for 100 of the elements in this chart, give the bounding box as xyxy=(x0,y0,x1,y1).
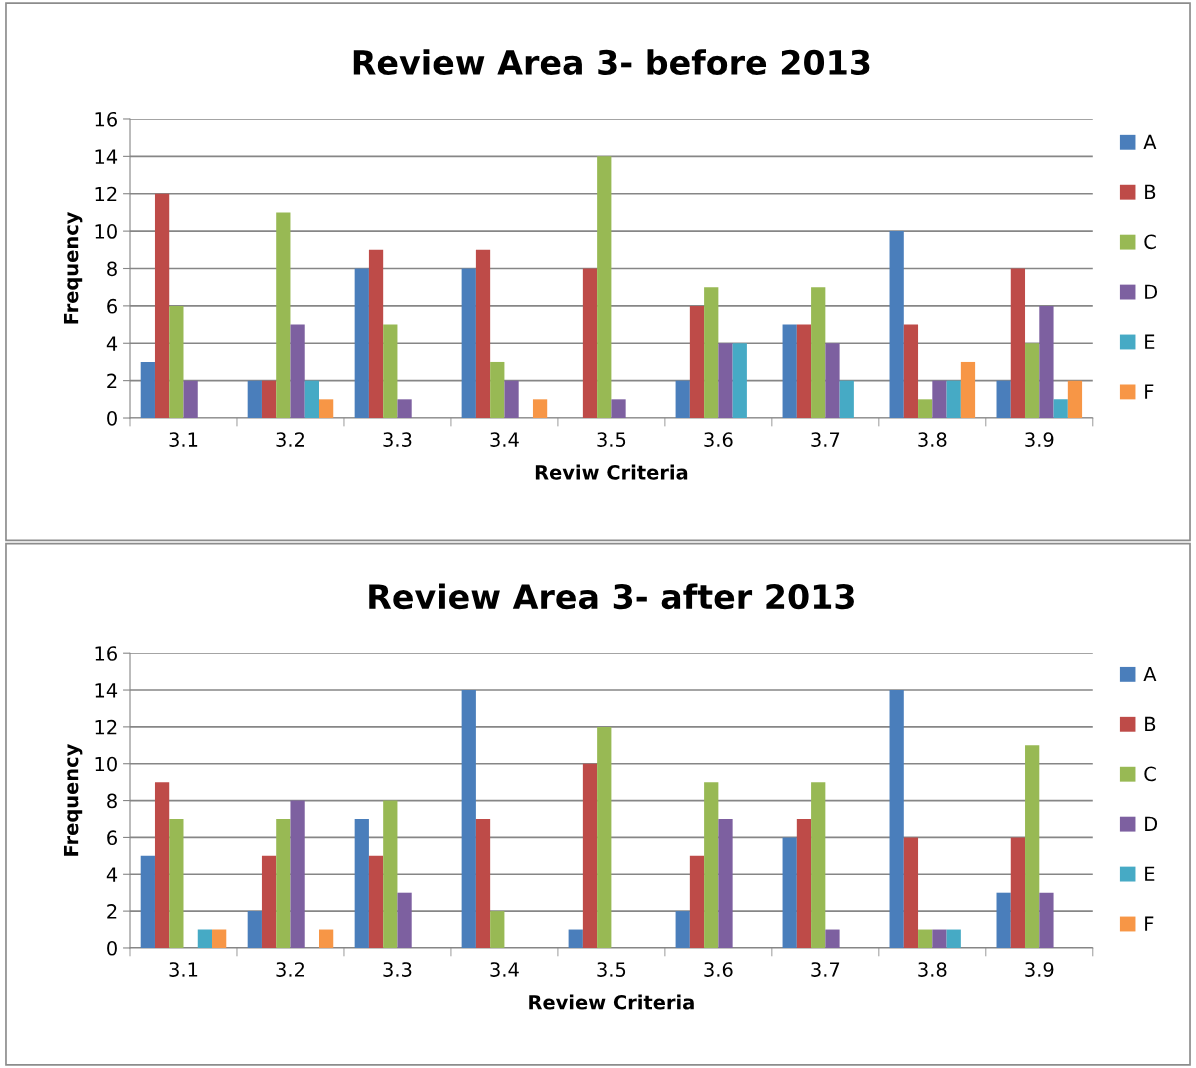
bar xyxy=(675,911,690,948)
bar xyxy=(532,399,548,419)
bar xyxy=(839,380,854,419)
chart-title: Review Area 3- before 2013 xyxy=(353,49,870,75)
legend-label: E xyxy=(1145,866,1155,881)
bar xyxy=(704,782,719,948)
bar xyxy=(1039,305,1054,419)
bar xyxy=(689,305,705,419)
legend-label: B xyxy=(1145,716,1156,732)
bar xyxy=(140,361,155,419)
bar xyxy=(1067,380,1083,419)
x-tick-label: 3.2 xyxy=(276,432,304,447)
x-tick-label: 3.1 xyxy=(169,432,198,447)
x-tick-label: 3.7 xyxy=(811,962,840,977)
bar xyxy=(582,268,598,419)
legend-label: D xyxy=(1145,284,1158,299)
bar xyxy=(732,343,747,419)
y-tick-label: 8 xyxy=(107,793,117,809)
bar xyxy=(276,212,291,419)
legend-label: D xyxy=(1145,816,1158,831)
bar xyxy=(782,324,797,419)
bar xyxy=(597,726,612,948)
x-tick-label: 3.2 xyxy=(276,962,304,977)
x-tick-label: 3.9 xyxy=(1025,962,1054,977)
bar xyxy=(889,690,904,948)
bar xyxy=(568,929,583,948)
y-tick-label: 14 xyxy=(95,149,118,164)
bar xyxy=(918,929,933,948)
x-tick-label: 3.6 xyxy=(704,962,733,977)
x-tick-label: 3.5 xyxy=(597,432,626,447)
bar xyxy=(368,855,384,948)
bar xyxy=(261,380,277,419)
legend-label: E xyxy=(1145,334,1155,349)
bar xyxy=(811,287,826,419)
bar xyxy=(918,399,933,419)
bar xyxy=(689,855,705,948)
y-axis-title: Frequency xyxy=(63,211,83,324)
bar xyxy=(290,800,305,948)
legend-label: C xyxy=(1144,234,1156,250)
x-tick-label: 3.4 xyxy=(490,432,519,447)
y-tick-label: 0 xyxy=(107,410,117,426)
bar xyxy=(276,819,291,948)
y-tick-label: 6 xyxy=(107,298,117,314)
y-tick-label: 2 xyxy=(107,904,117,919)
y-tick-label: 12 xyxy=(95,186,117,202)
x-tick-label: 3.1 xyxy=(169,962,198,977)
bar xyxy=(932,380,947,419)
x-axis-title: Review Criteria xyxy=(529,994,694,1010)
bar xyxy=(212,929,227,948)
bar xyxy=(461,268,476,419)
bar xyxy=(1039,892,1054,948)
legend-label: C xyxy=(1144,766,1156,782)
legend-label: B xyxy=(1145,184,1156,199)
bar xyxy=(903,324,919,419)
bar xyxy=(247,911,262,948)
bar xyxy=(718,819,733,948)
y-tick-label: 16 xyxy=(95,646,117,661)
bar xyxy=(197,929,213,948)
bar xyxy=(1053,399,1068,419)
y-tick-label: 8 xyxy=(107,261,117,277)
bar xyxy=(397,892,412,948)
bar xyxy=(946,929,961,948)
bar xyxy=(319,929,334,948)
bar xyxy=(169,819,184,948)
y-tick-label: 16 xyxy=(95,111,117,127)
x-axis-title: Reviw Criteria xyxy=(535,464,688,480)
legend-label: F xyxy=(1145,916,1154,931)
bar xyxy=(490,361,505,419)
x-tick-label: 3.3 xyxy=(383,432,412,447)
bar xyxy=(825,343,840,419)
x-tick-label: 3.8 xyxy=(918,962,947,977)
bar xyxy=(261,855,277,948)
bar xyxy=(154,782,170,948)
x-tick-label: 3.7 xyxy=(811,432,840,447)
bar xyxy=(504,380,519,419)
x-tick-label: 3.6 xyxy=(704,432,733,447)
x-tick-label: 3.3 xyxy=(383,962,412,977)
bar xyxy=(675,380,690,419)
y-tick-label: 10 xyxy=(95,224,117,239)
bar xyxy=(796,324,812,419)
bar xyxy=(475,819,491,948)
bar xyxy=(383,800,398,948)
bar xyxy=(475,249,491,419)
bar xyxy=(946,380,961,419)
bar xyxy=(319,399,334,419)
bar xyxy=(811,782,826,948)
bar xyxy=(304,380,319,419)
legend-label: F xyxy=(1145,384,1154,399)
y-tick-label: 14 xyxy=(95,683,118,698)
bar xyxy=(903,837,919,948)
bar xyxy=(996,380,1011,419)
bar xyxy=(889,231,904,419)
bar xyxy=(354,819,369,948)
x-tick-label: 3.4 xyxy=(490,962,519,977)
bar xyxy=(1025,745,1040,948)
legend-label: A xyxy=(1143,666,1157,682)
x-tick-label: 3.5 xyxy=(597,962,626,977)
bar xyxy=(582,763,598,948)
bar xyxy=(354,268,369,419)
y-tick-label: 4 xyxy=(106,336,118,351)
